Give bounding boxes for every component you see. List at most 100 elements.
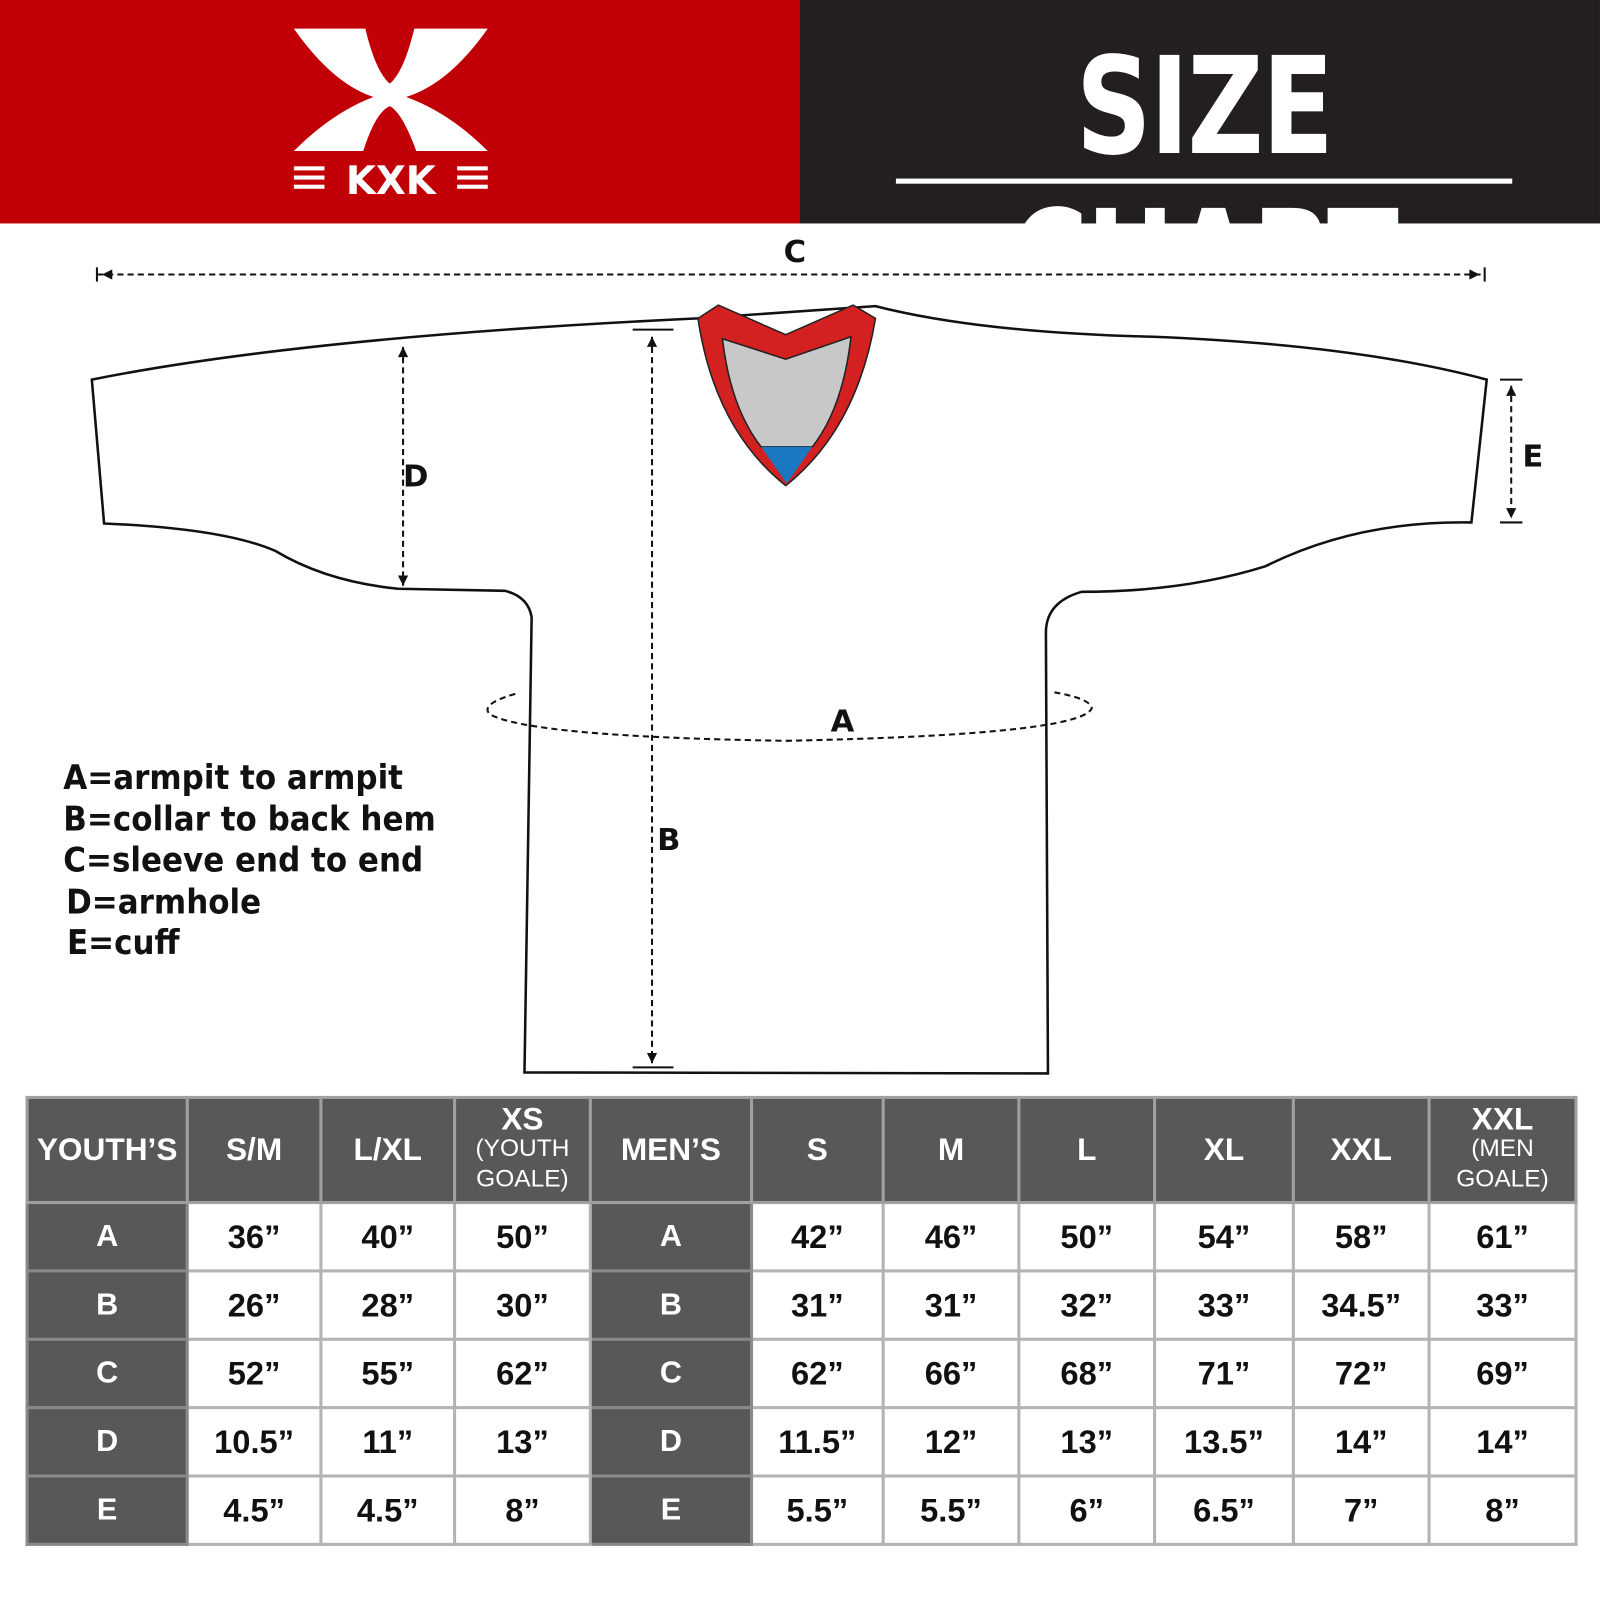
column-label: XL	[1203, 1131, 1245, 1168]
row-label: A	[588, 1201, 754, 1273]
men-value: 34.5”	[1291, 1269, 1431, 1341]
men-value: 46”	[881, 1201, 1021, 1273]
row-label: A	[25, 1201, 189, 1273]
column-label: S/M	[225, 1131, 283, 1168]
men-value: 58”	[1291, 1201, 1431, 1273]
label-d: D	[403, 459, 429, 495]
youth-value: 36”	[185, 1201, 323, 1273]
men-value: 14”	[1427, 1406, 1578, 1478]
youth-value: 8”	[453, 1474, 592, 1546]
men-value: 33”	[1427, 1269, 1578, 1341]
legend-item: D=armhole	[66, 881, 262, 921]
legend-item: A=armpit to armpit	[63, 757, 403, 797]
men-value: 8”	[1427, 1474, 1578, 1546]
brand-banner: KXK	[0, 0, 800, 224]
youth-value: 40”	[319, 1201, 457, 1273]
column-sublabel: (YOUTH GOALE)	[475, 1134, 570, 1193]
youth-size-header: S/M	[185, 1095, 323, 1205]
column-label: YOUTH’S	[36, 1131, 178, 1168]
row-label: D	[588, 1406, 754, 1478]
youth-value: 28”	[319, 1269, 457, 1341]
row-label: E	[25, 1474, 189, 1546]
label-e: E	[1522, 438, 1544, 475]
youth-value: 52”	[185, 1337, 323, 1410]
svg-text:KXK: KXK	[346, 159, 438, 204]
column-label: MEN’S	[620, 1131, 722, 1168]
table-row: C 52” 55” 62” C 62” 66” 68” 71” 72” 69”	[25, 1337, 1578, 1410]
youth-value: 50”	[453, 1201, 592, 1273]
men-value: 50”	[1017, 1201, 1157, 1273]
men-value: 72”	[1291, 1337, 1431, 1410]
youth-value: 4.5”	[185, 1474, 323, 1546]
title-underline	[895, 178, 1513, 184]
collar-inner	[721, 335, 852, 448]
row-label: B	[588, 1269, 754, 1341]
youth-value: 55”	[319, 1337, 457, 1410]
table-row: A 36” 40” 50” A 42” 46” 50” 54” 58” 61”	[25, 1201, 1578, 1273]
column-label: XXL	[1330, 1131, 1392, 1168]
label-b: B	[657, 822, 681, 859]
measurement-legend: A=armpit to armpit B=collar to back hem …	[63, 757, 468, 964]
row-label: C	[25, 1337, 189, 1410]
men-value: 68”	[1017, 1337, 1157, 1410]
collar-tag	[761, 446, 813, 484]
men-value: 61”	[1427, 1201, 1578, 1273]
men-value: 69”	[1427, 1337, 1578, 1410]
men-size-header: M	[881, 1095, 1021, 1205]
page-title: SIZE CHART	[1010, 28, 1399, 339]
kxk-logo: KXK	[293, 28, 488, 204]
table-row: B 26” 28” 30” B 31” 31” 32” 33” 34.5” 33”	[25, 1269, 1578, 1341]
row-label: D	[25, 1406, 189, 1478]
label-c: C	[783, 234, 807, 271]
youth-size-header: XS (YOUTH GOALE)	[453, 1095, 592, 1205]
men-value: 71”	[1153, 1337, 1295, 1410]
men-size-header: S	[749, 1095, 885, 1205]
youth-value: 62”	[453, 1337, 592, 1410]
label-a: A	[830, 704, 855, 740]
men-size-header: XL	[1153, 1095, 1295, 1205]
men-size-header: L	[1017, 1095, 1157, 1205]
youth-value: 11”	[319, 1406, 457, 1478]
row-label: C	[588, 1337, 754, 1410]
men-value: 33”	[1153, 1269, 1295, 1341]
men-value: 5.5”	[749, 1474, 885, 1546]
column-label: XS	[501, 1101, 544, 1137]
youth-value: 4.5”	[319, 1474, 457, 1546]
youth-value: 13”	[453, 1406, 592, 1478]
men-header: MEN’S	[588, 1095, 754, 1205]
men-value: 14”	[1291, 1406, 1431, 1478]
youth-value: 26”	[185, 1269, 323, 1341]
men-size-header: XXL	[1291, 1095, 1431, 1205]
row-label: E	[588, 1474, 754, 1546]
men-value: 13”	[1017, 1406, 1157, 1478]
men-size-header: XXL (MEN GOALE)	[1427, 1095, 1578, 1205]
table-row: E 4.5” 4.5” 8” E 5.5” 5.5” 6” 6.5” 7” 8”	[25, 1474, 1578, 1546]
men-value: 31”	[881, 1269, 1021, 1341]
men-value: 62”	[749, 1337, 885, 1410]
column-label: L	[1077, 1131, 1097, 1168]
column-label: S	[806, 1131, 828, 1168]
men-value: 5.5”	[881, 1474, 1021, 1546]
youth-header: YOUTH’S	[25, 1095, 189, 1205]
men-value: 66”	[881, 1337, 1021, 1410]
men-value: 54”	[1153, 1201, 1295, 1273]
men-value: 31”	[749, 1269, 885, 1341]
column-label: M	[937, 1131, 965, 1168]
column-sublabel: (MEN GOALE)	[1456, 1134, 1549, 1193]
youth-size-header: L/XL	[319, 1095, 457, 1205]
men-value: 42”	[749, 1201, 885, 1273]
row-label: B	[25, 1269, 189, 1341]
legend-item: C=sleeve end to end	[63, 839, 424, 880]
table-header-row: YOUTH’S S/M L/XL XS (YOUTH GOALE) MEN’S S M L XL X…	[25, 1095, 1578, 1205]
men-value: 13.5”	[1153, 1406, 1295, 1478]
column-label: XXL	[1471, 1101, 1534, 1137]
legend-item: B=collar to back hem	[63, 798, 436, 839]
men-value: 12”	[881, 1406, 1021, 1478]
men-value: 11.5”	[749, 1406, 885, 1478]
size-table: YOUTH’S S/M L/XL XS (YOUTH GOALE) MEN’S S M L XL X…	[25, 1095, 1578, 1546]
men-value: 6.5”	[1153, 1474, 1295, 1546]
men-value: 32”	[1017, 1269, 1157, 1341]
legend-item: E=cuff	[67, 922, 180, 963]
table-row: D 10.5” 11” 13” D 11.5” 12” 13” 13.5” 14” 14”	[25, 1406, 1578, 1478]
